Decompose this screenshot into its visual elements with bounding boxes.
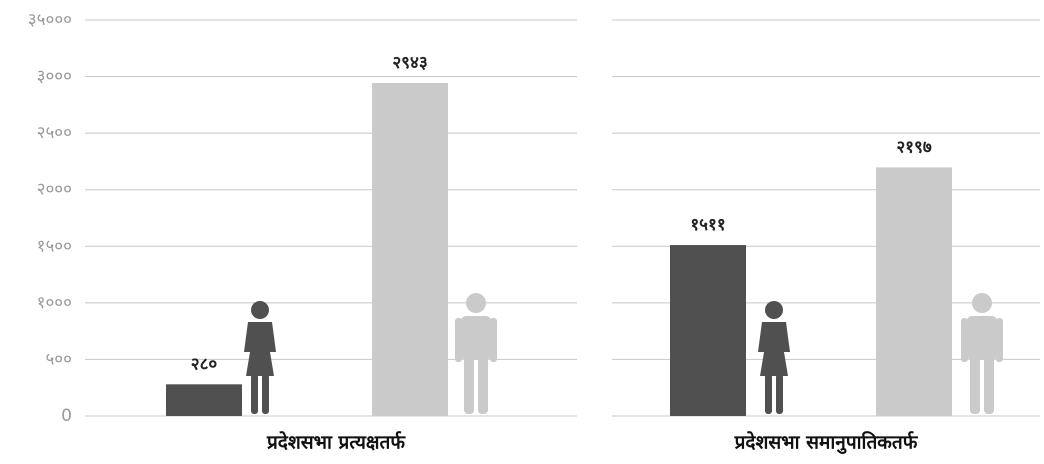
man-icon <box>967 316 997 360</box>
bar <box>876 167 952 416</box>
x-axis-label: प्रदेशसभा प्रत्यक्षतर्फ <box>266 431 406 454</box>
man-icon <box>455 318 462 362</box>
man-icon <box>461 316 491 360</box>
woman-icon <box>262 374 269 414</box>
value-label: १५११ <box>690 215 725 235</box>
man-icon <box>466 293 486 313</box>
woman-icon <box>244 322 276 376</box>
value-label: २८० <box>191 354 218 374</box>
woman-icon <box>765 374 772 414</box>
y-tick-label: 0 <box>61 406 72 426</box>
man-icon <box>961 318 968 362</box>
man-icon <box>996 318 1003 362</box>
value-label: २१९७ <box>896 137 932 157</box>
y-tick-label: ३००० <box>37 67 72 87</box>
bar <box>166 384 242 416</box>
man-icon <box>970 352 980 414</box>
man-icon <box>478 352 488 414</box>
woman-icon <box>765 301 783 319</box>
woman-icon <box>776 374 783 414</box>
woman-icon <box>251 374 258 414</box>
man-icon <box>984 352 994 414</box>
y-tick-label: २५०० <box>37 123 72 143</box>
woman-icon <box>251 301 269 319</box>
man-icon <box>464 352 474 414</box>
woman-icon <box>758 322 790 376</box>
man-icon <box>490 318 497 362</box>
bar <box>372 83 448 416</box>
y-tick-label: २००० <box>37 180 72 200</box>
bar <box>670 245 746 416</box>
value-label: २९४३ <box>392 53 427 73</box>
y-tick-label: १००० <box>37 293 72 313</box>
man-icon <box>972 293 992 313</box>
x-axis-label: प्रदेशसभा समानुपातिकतर्फ <box>734 431 919 455</box>
y-tick-label: ५०० <box>45 349 72 369</box>
y-tick-label: ३५००० <box>28 10 72 30</box>
y-tick-label: १५०० <box>37 236 72 256</box>
